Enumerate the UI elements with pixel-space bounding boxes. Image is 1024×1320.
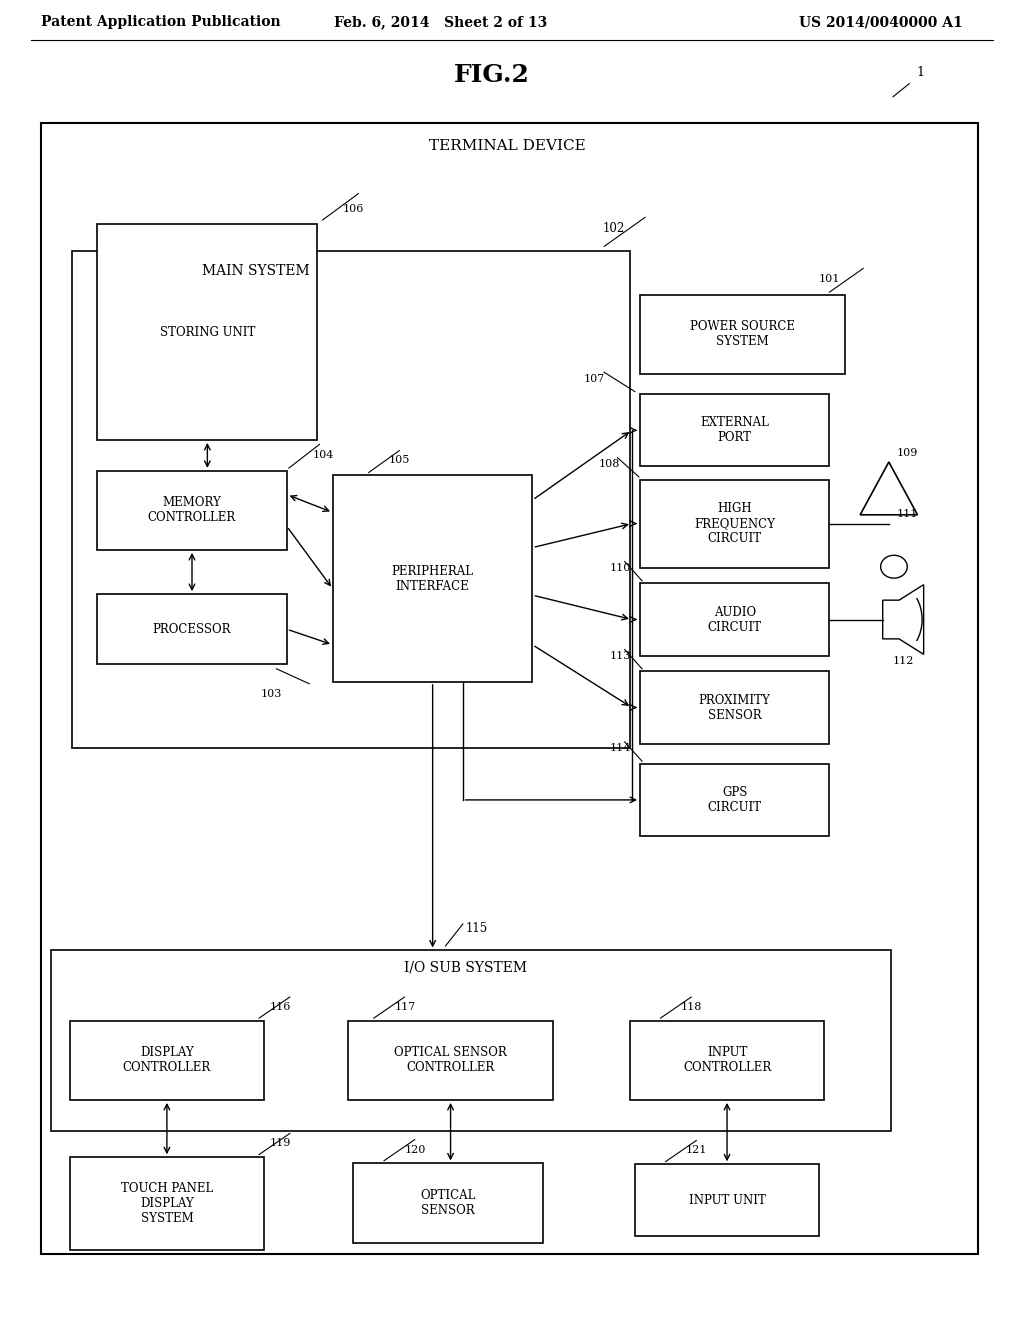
Text: 113: 113	[609, 651, 631, 661]
Text: 115: 115	[466, 921, 488, 935]
Text: 107: 107	[584, 374, 605, 384]
Text: Patent Application Publication: Patent Application Publication	[41, 15, 281, 29]
Text: I/O SUB SYSTEM: I/O SUB SYSTEM	[404, 961, 527, 975]
Text: 103: 103	[261, 689, 283, 700]
Text: 116: 116	[269, 1002, 291, 1012]
Text: GPS
CIRCUIT: GPS CIRCUIT	[708, 785, 762, 814]
Text: OPTICAL
SENSOR: OPTICAL SENSOR	[420, 1189, 476, 1217]
Text: 112: 112	[893, 656, 914, 665]
Text: 121: 121	[686, 1146, 708, 1155]
Bar	[97, 594, 287, 664]
Text: 110: 110	[609, 562, 631, 573]
Text: 104: 104	[312, 450, 334, 461]
Text: INPUT
CONTROLLER: INPUT CONTROLLER	[683, 1047, 771, 1074]
Text: 106: 106	[343, 203, 365, 214]
Text: EXTERNAL
PORT: EXTERNAL PORT	[700, 416, 769, 445]
Bar	[640, 672, 829, 743]
Text: PROCESSOR: PROCESSOR	[153, 623, 231, 636]
Text: DISPLAY
CONTROLLER: DISPLAY CONTROLLER	[123, 1047, 211, 1074]
Bar	[72, 251, 630, 748]
Bar	[630, 1020, 824, 1100]
Text: Feb. 6, 2014   Sheet 2 of 13: Feb. 6, 2014 Sheet 2 of 13	[334, 15, 547, 29]
Text: 102: 102	[602, 222, 625, 235]
Text: 108: 108	[599, 459, 621, 469]
Text: TERMINAL DEVICE: TERMINAL DEVICE	[428, 139, 586, 153]
Text: PERIPHERAL
INTERFACE: PERIPHERAL INTERFACE	[391, 565, 474, 593]
Bar	[51, 950, 891, 1131]
Text: TOUCH PANEL
DISPLAY
SYSTEM: TOUCH PANEL DISPLAY SYSTEM	[121, 1181, 213, 1225]
Text: 109: 109	[897, 447, 919, 458]
Bar	[635, 1164, 819, 1237]
Bar	[640, 764, 829, 836]
Text: 117: 117	[394, 1002, 416, 1012]
Bar	[41, 123, 978, 1254]
Text: US 2014/0040000 A1: US 2014/0040000 A1	[799, 15, 963, 29]
Bar	[640, 479, 829, 568]
Text: STORING UNIT: STORING UNIT	[160, 326, 255, 339]
Text: 111: 111	[897, 510, 919, 519]
Text: 114: 114	[609, 743, 631, 754]
Text: POWER SOURCE
SYSTEM: POWER SOURCE SYSTEM	[690, 321, 795, 348]
Text: INPUT UNIT: INPUT UNIT	[688, 1193, 766, 1206]
Bar	[333, 475, 532, 682]
Text: 119: 119	[269, 1138, 291, 1148]
Text: OPTICAL SENSOR
CONTROLLER: OPTICAL SENSOR CONTROLLER	[394, 1047, 507, 1074]
Text: AUDIO
CIRCUIT: AUDIO CIRCUIT	[708, 606, 762, 634]
Bar	[640, 395, 829, 466]
Bar	[640, 294, 845, 374]
Bar	[97, 471, 287, 550]
Bar	[353, 1163, 543, 1242]
Text: FIG.2: FIG.2	[454, 63, 529, 87]
Bar	[70, 1020, 264, 1100]
Text: PROXIMITY
SENSOR: PROXIMITY SENSOR	[698, 693, 771, 722]
Text: 1: 1	[916, 66, 925, 79]
Text: 120: 120	[404, 1144, 426, 1155]
Bar	[70, 1158, 264, 1250]
Text: MEMORY
CONTROLLER: MEMORY CONTROLLER	[147, 496, 237, 524]
Bar	[348, 1020, 553, 1100]
Text: 105: 105	[389, 454, 411, 465]
Text: HIGH
FREQUENCY
CIRCUIT: HIGH FREQUENCY CIRCUIT	[694, 502, 775, 545]
Bar	[97, 224, 317, 440]
Text: 118: 118	[681, 1002, 702, 1012]
Text: MAIN SYSTEM: MAIN SYSTEM	[202, 264, 310, 279]
Text: 101: 101	[818, 275, 840, 284]
Bar	[640, 583, 829, 656]
